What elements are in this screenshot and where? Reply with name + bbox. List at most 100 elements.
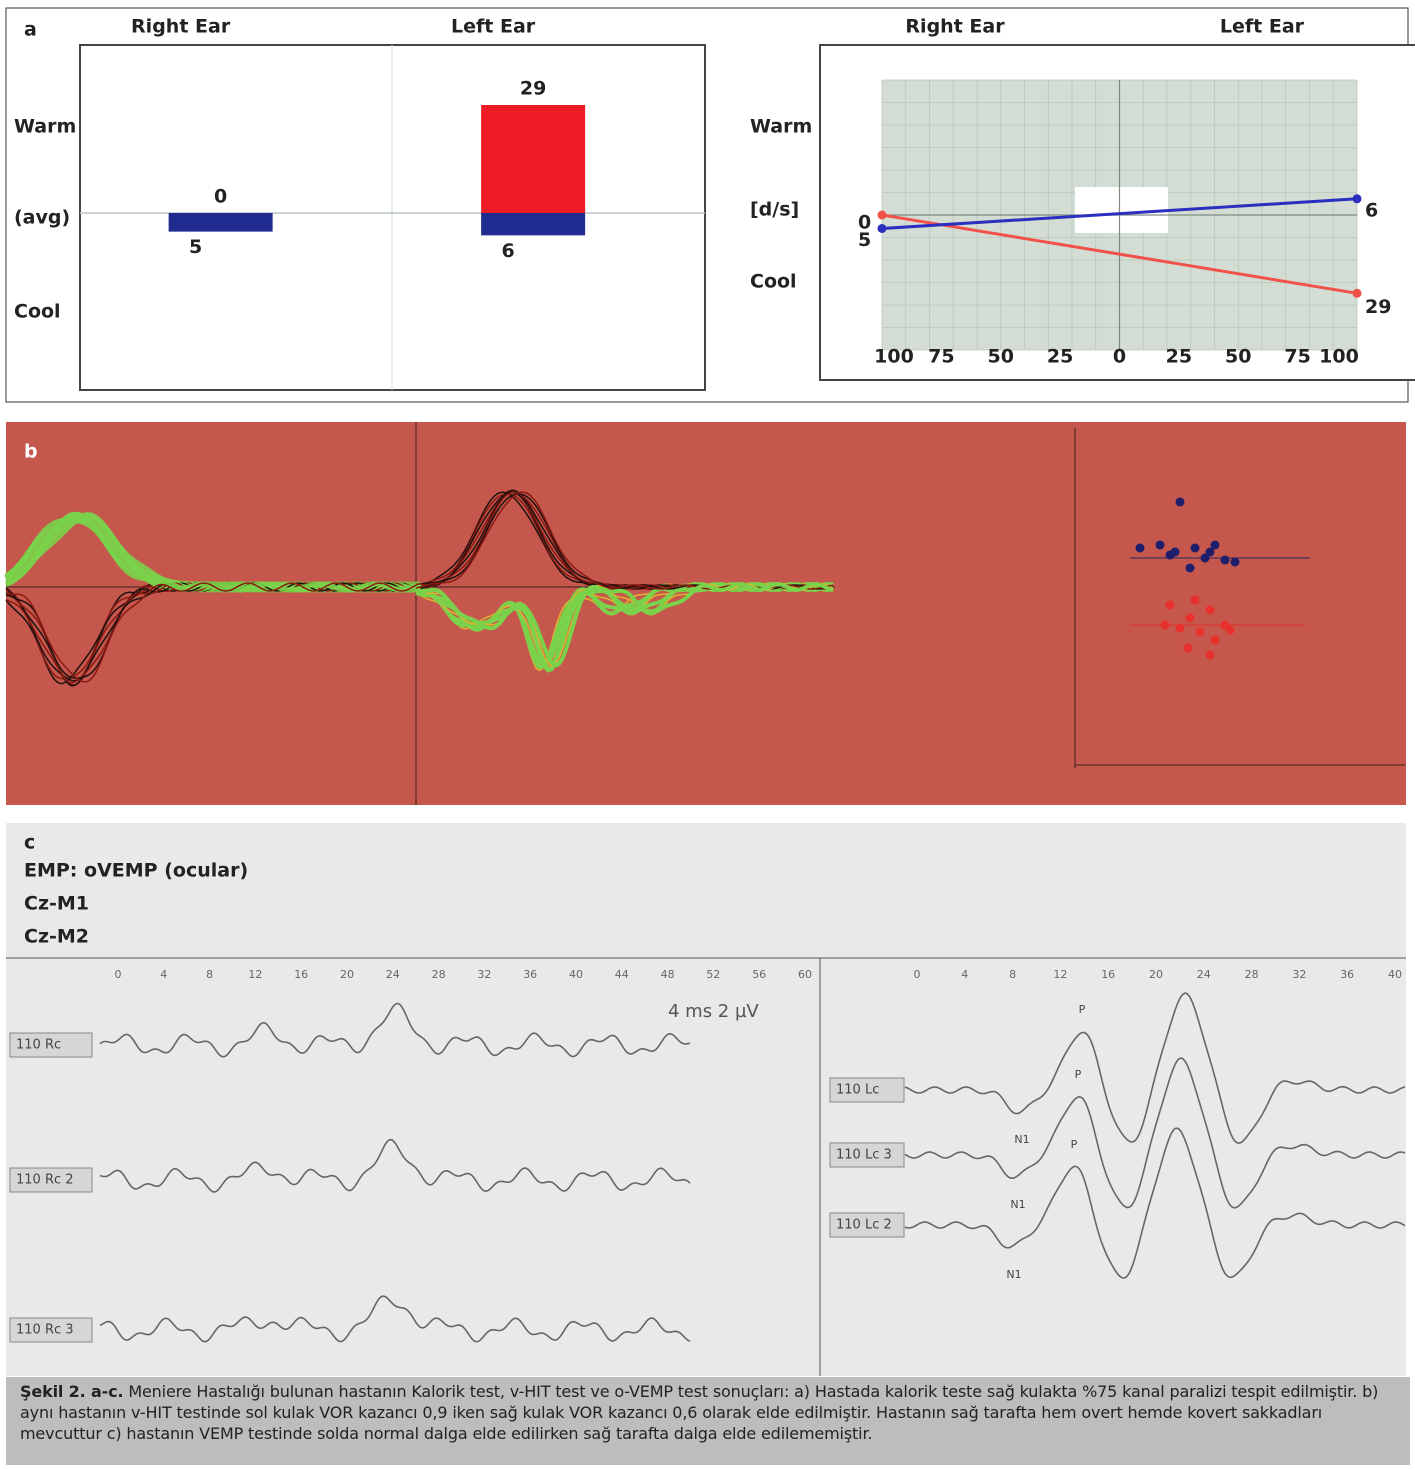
- x-tick-label: 28: [1245, 968, 1259, 981]
- x-tick-label: 75: [928, 346, 954, 368]
- peak-label: P: [1071, 1138, 1078, 1151]
- category-label: Left Ear: [451, 16, 536, 38]
- gain-dot: [1196, 628, 1205, 637]
- peak-label: P: [1075, 1068, 1082, 1081]
- gain-dot: [1156, 541, 1165, 550]
- gain-dot: [1161, 621, 1170, 630]
- page: Şekil 2 {"chart_data": [ {"type": "bar",…: [0, 0, 1415, 1469]
- value-label: 29: [1365, 296, 1391, 318]
- x-tick-label: 8: [206, 968, 213, 981]
- channel-label: 110 Lc 2: [836, 1218, 892, 1233]
- gain-dot: [1176, 624, 1185, 633]
- figure: a b c EMP: oVEMP (ocular) Cz-M1 Cz-M2 4 …: [0, 0, 1415, 1469]
- x-tick-label: 36: [523, 968, 537, 981]
- gain-dot: [1191, 596, 1200, 605]
- x-tick-label: 56: [752, 968, 766, 981]
- gain-dot: [1206, 606, 1215, 615]
- channel-label: 110 Rc 3: [16, 1323, 74, 1338]
- x-tick-label: 8: [1009, 968, 1016, 981]
- caption-text: Meniere Hastalığı bulunan hastanın Kalor…: [20, 1382, 1378, 1443]
- x-tick-label: 32: [1292, 968, 1306, 981]
- peak-label: N1: [1014, 1133, 1029, 1146]
- x-tick-label: 40: [569, 968, 583, 981]
- gain-dot: [1231, 558, 1240, 567]
- x-tick-label: 40: [1388, 968, 1402, 981]
- x-tick-label: 0: [115, 968, 122, 981]
- x-tick-label: 24: [1197, 968, 1211, 981]
- channel-label: 110 Lc: [836, 1083, 879, 1098]
- bar: [169, 213, 273, 232]
- x-tick-label: 0: [914, 968, 921, 981]
- x-tick-label: 24: [386, 968, 400, 981]
- caption: Şekil 2. a-c. Meniere Hastalığı bulunan …: [6, 1377, 1410, 1465]
- category-label: Left Ear: [1220, 16, 1305, 38]
- point: [878, 211, 887, 220]
- gain-dot: [1186, 564, 1195, 573]
- direction-label: Warm: [750, 116, 812, 138]
- x-tick-label: 0: [1113, 346, 1126, 368]
- y-axis-label: (avg): [14, 207, 70, 229]
- value-label: 5: [858, 229, 871, 251]
- x-tick-label: 16: [1101, 968, 1115, 981]
- x-tick-label: 28: [432, 968, 446, 981]
- x-tick-label: 100: [1319, 346, 1359, 368]
- value-label: 6: [1365, 199, 1378, 221]
- channel-label: 110 Lc 3: [836, 1148, 892, 1163]
- bar: [481, 105, 585, 213]
- header-line: Cz-M2: [24, 926, 89, 948]
- x-tick-label: 20: [1149, 968, 1163, 981]
- series-label: Cool: [14, 301, 61, 323]
- x-tick-label: 44: [615, 968, 629, 981]
- x-tick-label: 50: [1225, 346, 1251, 368]
- x-tick-label: 4: [160, 968, 167, 981]
- point: [1353, 289, 1362, 298]
- x-tick-label: 25: [1166, 346, 1192, 368]
- x-tick-label: 4: [961, 968, 968, 981]
- x-tick-label: 12: [248, 968, 262, 981]
- value-label: 29: [520, 78, 546, 100]
- gain-dot: [1206, 651, 1215, 660]
- point: [1353, 194, 1362, 203]
- channel-label: 110 Rc: [16, 1038, 61, 1053]
- figure-panels: a b c EMP: oVEMP (ocular) Cz-M1 Cz-M2 4 …: [0, 0, 1415, 1376]
- gain-dot: [1226, 626, 1235, 635]
- header-line: EMP: oVEMP (ocular): [24, 860, 248, 882]
- direction-label: Cool: [750, 271, 797, 293]
- x-tick-label: 50: [988, 346, 1014, 368]
- category-label: Right Ear: [131, 16, 231, 38]
- peak-label: N1: [1010, 1198, 1025, 1211]
- x-tick-label: 20: [340, 968, 354, 981]
- value-label: 0: [214, 186, 227, 208]
- gain-dot: [1166, 551, 1175, 560]
- gain-dot: [1206, 548, 1215, 557]
- gain-dot: [1176, 498, 1185, 507]
- panel-label: b: [24, 441, 38, 463]
- x-tick-label: 25: [1047, 346, 1073, 368]
- bar: [481, 213, 585, 235]
- x-tick-label: 100: [874, 346, 914, 368]
- category-label: Right Ear: [905, 16, 1005, 38]
- gain-dot: [1191, 544, 1200, 553]
- gain-dot: [1221, 556, 1230, 565]
- panel-label: c: [24, 832, 35, 854]
- value-label: 5: [189, 236, 202, 258]
- peak-label: P: [1079, 1003, 1086, 1016]
- header-line: Cz-M1: [24, 893, 89, 915]
- x-tick-label: 16: [294, 968, 308, 981]
- panel-c-frame: [6, 823, 1406, 1376]
- x-tick-label: 75: [1284, 346, 1310, 368]
- x-tick-label: 60: [798, 968, 812, 981]
- caption-title: Şekil 2. a-c.: [20, 1382, 123, 1401]
- scale-label: 4 ms 2 µV: [668, 1001, 759, 1022]
- x-tick-label: 52: [706, 968, 720, 981]
- value-label: 6: [502, 240, 515, 262]
- panel-b-frame: [6, 422, 1406, 805]
- series-label: Warm: [14, 116, 76, 138]
- point: [878, 224, 887, 233]
- panel-label: a: [24, 19, 37, 41]
- gain-dot: [1186, 614, 1195, 623]
- gain-dot: [1166, 601, 1175, 610]
- peak-label: N1: [1006, 1268, 1021, 1281]
- x-tick-label: 48: [661, 968, 675, 981]
- x-tick-label: 12: [1053, 968, 1067, 981]
